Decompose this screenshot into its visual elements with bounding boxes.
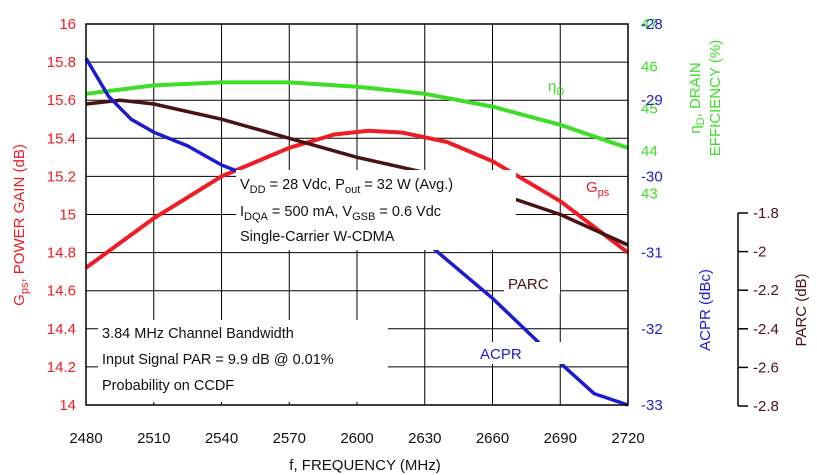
parc-tick-label: -2: [753, 244, 766, 261]
parc-tick-label: -2.2: [753, 282, 779, 299]
gain-tick-label: 15.4: [47, 130, 76, 147]
signal-line-1: 3.84 MHz Channel Bandwidth: [102, 326, 294, 342]
acpr-tick-label: -32: [641, 321, 663, 338]
conditions-line-3: Single-Carrier W-CDMA: [240, 229, 395, 245]
parc-axis-title: PARC (dB): [793, 273, 810, 346]
acpr-tick-label: -31: [641, 245, 663, 262]
drain-efficiency-series-line: [85, 80, 629, 150]
parc-series-line: [85, 98, 629, 247]
x-tick-label: 2600: [340, 430, 373, 447]
x-tick-label: 2720: [611, 430, 644, 447]
conditions-line-2: IDQA = 500 mA, VGSB = 0.6 Vdc: [240, 204, 441, 223]
gain-tick-label: 15.6: [47, 92, 76, 109]
x-axis-ticks: 2480 2510 2540 2570 2600 2630 2660 2690 2720: [69, 430, 644, 447]
signal-line-3: Probability on CCDF: [102, 378, 234, 394]
efficiency-tick-label: 47: [641, 16, 658, 33]
acpr-axis-title: ACPR (dBc): [697, 269, 714, 351]
conditions-annotation-bg: [236, 170, 516, 250]
x-tick-label: 2540: [205, 430, 238, 447]
parc-series-label: PARC: [508, 276, 549, 293]
gain-axis-ticks: 14 14.2 14.4 14.6 14.8 15 15.2 15.4 15.6 15.8 16: [47, 16, 76, 414]
gain-tick-label: 14.6: [47, 283, 76, 300]
gain-tick-label: 14.8: [47, 245, 76, 262]
gain-tick-label: 14: [59, 397, 76, 414]
efficiency-tick-label: 44: [641, 143, 658, 160]
x-axis-title: f, FREQUENCY (MHz): [289, 457, 440, 474]
efficiency-tick-label: 43: [641, 185, 658, 202]
gain-axis-title: Gps, POWER GAIN (dB): [11, 144, 31, 306]
parc-tick-label: -2.8: [753, 398, 779, 415]
parc-tick-label: -1.8: [753, 205, 779, 222]
signal-line-2: Input Signal PAR = 9.9 dB @ 0.01%: [102, 352, 334, 368]
acpr-axis-ticks: -33 -32 -31 -30 -29 -28: [641, 16, 663, 414]
parc-axis: -2.8 -2.6 -2.4 -2.2 -2 -1.8: [737, 205, 779, 415]
efficiency-tick-label: 45: [641, 101, 658, 118]
efficiency-axis-title-line2: EFFICIENCY (%): [707, 40, 724, 156]
efficiency-axis-title-line1: ηD, DRAIN: [687, 62, 707, 133]
x-tick-label: 2510: [137, 430, 170, 447]
gain-tick-label: 15.8: [47, 54, 76, 71]
signal-annotation-bg: [98, 320, 388, 402]
efficiency-tick-label: 46: [641, 58, 658, 75]
gain-tick-label: 16: [59, 16, 76, 33]
acpr-label-bg: [476, 342, 568, 364]
parc-tick-label: -2.4: [753, 321, 779, 338]
gain-tick-label: 14.4: [47, 321, 76, 338]
acpr-tick-label: -28: [641, 16, 663, 33]
gain-tick-label: 15.2: [47, 168, 76, 185]
gps-series-label: Gps: [586, 179, 610, 199]
acpr-tick-label: -33: [641, 397, 663, 414]
x-tick-label: 2570: [273, 430, 306, 447]
acpr-series-label: ACPR: [480, 346, 522, 363]
x-tick-label: 2480: [69, 430, 102, 447]
efficiency-series-label: ηD: [548, 78, 564, 98]
conditions-line-1: VDD = 28 Vdc, Pout = 32 W (Avg.): [240, 177, 453, 196]
x-tick-label: 2690: [544, 430, 577, 447]
gain-tick-label: 15: [59, 207, 76, 224]
parc-tick-label: -2.6: [753, 359, 779, 376]
parc-label-bg: [504, 272, 560, 294]
x-tick-label: 2660: [476, 430, 509, 447]
acpr-tick-label: -29: [641, 92, 663, 109]
efficiency-axis-ticks: 43 44 45 46 47: [641, 16, 658, 202]
x-tick-label: 2630: [408, 430, 441, 447]
plot-frame: [85, 23, 629, 406]
gain-tick-label: 14.2: [47, 359, 76, 376]
acpr-tick-label: -30: [641, 168, 663, 185]
